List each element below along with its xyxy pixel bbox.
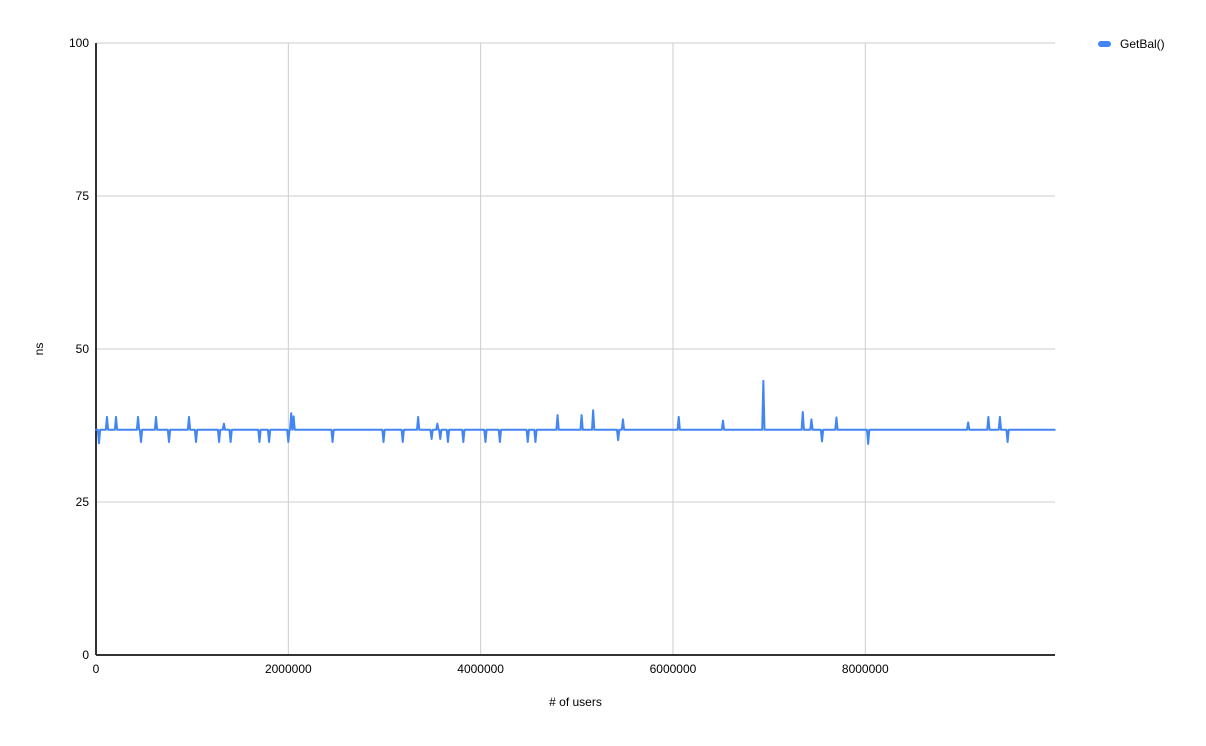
y-tick-label: 0 bbox=[82, 648, 89, 662]
y-tick-label: 100 bbox=[69, 36, 89, 50]
x-tick-label: 2000000 bbox=[265, 662, 312, 676]
x-tick-label: 4000000 bbox=[457, 662, 504, 676]
y-tick-label: 75 bbox=[76, 189, 90, 203]
y-axis-title: ns bbox=[32, 343, 46, 356]
y-tick-label: 50 bbox=[76, 342, 90, 356]
x-tick-label: 0 bbox=[93, 662, 100, 676]
legend-label: GetBal() bbox=[1120, 37, 1165, 51]
y-tick-label: 25 bbox=[76, 495, 90, 509]
legend: GetBal() bbox=[1098, 37, 1165, 51]
legend-swatch-icon bbox=[1098, 41, 1111, 47]
x-tick-label: 6000000 bbox=[650, 662, 697, 676]
x-tick-label: 8000000 bbox=[842, 662, 889, 676]
x-axis-title: # of users bbox=[549, 695, 602, 709]
series-line bbox=[95, 379, 1056, 445]
